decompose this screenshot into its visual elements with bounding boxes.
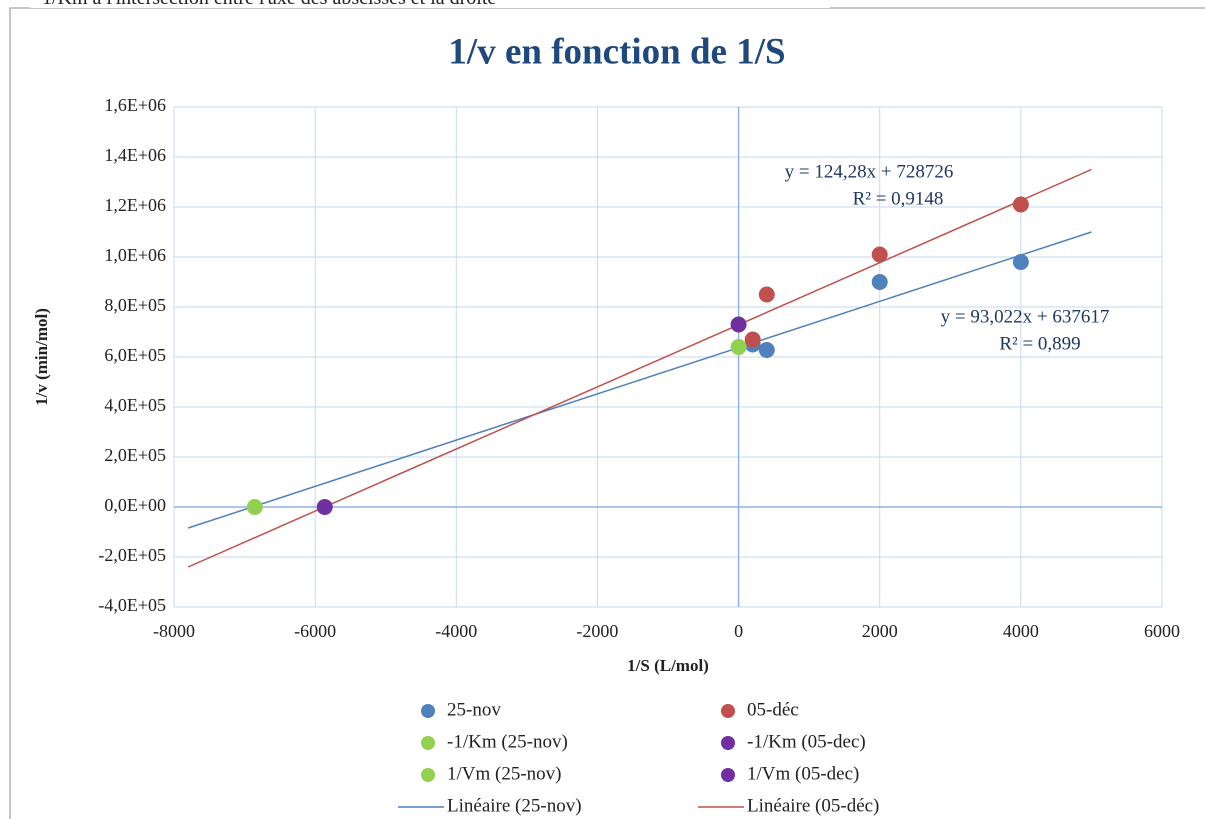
y-tick-label: 8,0E+05 bbox=[104, 295, 166, 315]
x-tick-label: 6000 bbox=[1144, 621, 1180, 641]
trendline bbox=[187, 168, 1092, 568]
y-tick-label: 1,4E+06 bbox=[104, 145, 166, 165]
x-tick-label: -2000 bbox=[576, 621, 618, 641]
y-tick-label: -4,0E+05 bbox=[98, 595, 166, 615]
legend-label: Linéaire (05-déc) bbox=[747, 795, 879, 816]
legend-swatch bbox=[421, 768, 435, 782]
legend-label: Linéaire (25-nov) bbox=[447, 795, 582, 816]
legend-swatch bbox=[721, 736, 735, 750]
data-point bbox=[730, 339, 747, 355]
y-tick-label: 2,0E+05 bbox=[104, 445, 166, 465]
legend-label: 05-déc bbox=[747, 699, 799, 720]
chart-frame bbox=[9, 7, 1205, 819]
data-point bbox=[730, 316, 747, 333]
legend-label: 1/Vm (25-nov) bbox=[447, 763, 562, 784]
y-tick-label: 6,0E+05 bbox=[104, 345, 166, 365]
legend-label: -1/Km (05-dec) bbox=[747, 731, 866, 752]
y-tick-label: -2,0E+05 bbox=[98, 545, 166, 565]
equation-label: R² = 0,899 bbox=[999, 333, 1080, 354]
data-point bbox=[744, 331, 761, 348]
x-tick-label: -8000 bbox=[153, 621, 195, 641]
x-tick-label: 0 bbox=[734, 621, 743, 641]
note-backdrop bbox=[30, 0, 830, 8]
data-point bbox=[1012, 196, 1029, 213]
legend-swatch bbox=[421, 704, 435, 718]
legend-label: 1/Vm (05-dec) bbox=[747, 763, 859, 784]
y-tick-label: 1,0E+06 bbox=[104, 245, 166, 265]
equation-label: R² = 0,9148 bbox=[853, 188, 944, 209]
legend-swatch bbox=[721, 768, 735, 782]
equation-label: y = 93,022x + 637617 bbox=[941, 306, 1110, 327]
y-tick-label: 1,6E+06 bbox=[104, 95, 166, 115]
chart-title: 1/v en fonction de 1/S bbox=[448, 31, 785, 72]
data-point bbox=[246, 499, 263, 515]
y-tick-label: 4,0E+05 bbox=[104, 395, 166, 415]
legend-label: 25-nov bbox=[447, 699, 501, 720]
data-point bbox=[316, 499, 333, 515]
legend-label: -1/Km (25-nov) bbox=[447, 731, 568, 752]
x-tick-label: -6000 bbox=[294, 621, 336, 641]
legend-swatch bbox=[721, 704, 735, 718]
data-point bbox=[758, 342, 775, 358]
x-tick-label: -4000 bbox=[435, 621, 477, 641]
y-tick-label: 0,0E+00 bbox=[104, 495, 166, 515]
trendline bbox=[187, 231, 1092, 529]
x-tick-label: 4000 bbox=[1003, 621, 1039, 641]
y-axis-label: 1/v (min/mol) bbox=[32, 308, 51, 406]
x-axis-label: 1/S (L/mol) bbox=[627, 656, 709, 675]
data-point bbox=[1012, 254, 1029, 270]
data-point bbox=[758, 286, 775, 303]
page-note: 1/Km à l'intersection entre l'axe des ab… bbox=[42, 0, 496, 9]
y-tick-label: 1,2E+06 bbox=[104, 195, 166, 215]
legend-swatch bbox=[421, 736, 435, 750]
data-point bbox=[871, 274, 888, 290]
data-point bbox=[871, 246, 888, 263]
x-tick-label: 2000 bbox=[862, 621, 898, 641]
equation-label: y = 124,28x + 728726 bbox=[785, 161, 954, 182]
